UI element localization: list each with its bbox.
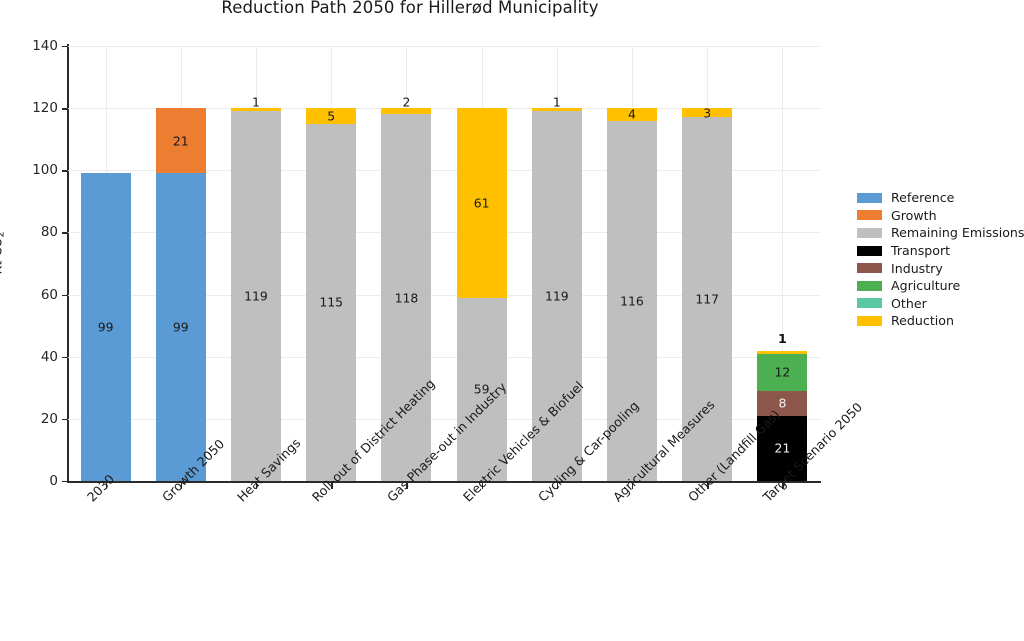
legend-color-swatch — [857, 315, 882, 326]
bar-group[interactable]: 59 61 — [456, 46, 507, 481]
bar-segment[interactable] — [381, 108, 432, 115]
y-axis-tick-label: 140 — [32, 38, 58, 54]
y-axis-tick-mark — [62, 170, 68, 172]
x-axis-tick-mark — [782, 482, 784, 489]
gridline-horizontal — [68, 294, 820, 296]
x-axis-line — [67, 481, 821, 483]
legend-item[interactable]: Agriculture — [857, 277, 1024, 295]
legend-item-label: Reduction — [891, 313, 954, 329]
x-axis-tick-mark — [331, 482, 333, 489]
bar-group[interactable]: 118 2 — [381, 46, 432, 481]
bar-segment[interactable] — [531, 111, 582, 481]
legend-color-swatch — [857, 192, 882, 203]
y-axis-tick-mark — [62, 356, 68, 359]
legend-color-swatch — [857, 210, 882, 221]
legend-item-label: Industry — [891, 260, 943, 276]
legend-item[interactable]: Transport — [857, 242, 1024, 260]
legend-item-label: Remaining Emissions — [891, 225, 1024, 241]
legend-item-label: Agriculture — [891, 278, 961, 294]
bar-segment[interactable] — [155, 108, 206, 174]
y-axis-line — [67, 44, 69, 483]
legend-item-label: Reference — [891, 190, 955, 206]
legend-item[interactable]: Industry — [857, 259, 1024, 277]
y-axis-tick-mark — [62, 481, 68, 483]
legend-item-label: Growth — [891, 207, 937, 223]
bar-segment[interactable] — [682, 108, 733, 118]
bar-segment[interactable] — [306, 108, 357, 124]
bar-group[interactable]: 99 21 — [155, 46, 206, 481]
x-axis-tick-mark — [556, 482, 559, 489]
bar-segment[interactable] — [531, 108, 582, 112]
gridline-horizontal — [68, 170, 820, 172]
y-axis-tick-mark — [62, 46, 68, 48]
legend-color-swatch — [857, 227, 882, 238]
legend-item[interactable]: Other — [857, 295, 1024, 313]
x-axis-tick-mark — [481, 482, 483, 489]
y-axis-tick-mark — [62, 418, 68, 421]
x-axis-tick-mark — [105, 482, 107, 489]
legend-item[interactable]: Remaining Emissions — [857, 224, 1024, 242]
bar-segment[interactable] — [456, 297, 507, 481]
chart-legend: Reference Growth Remaining Emissions Transp… — [857, 189, 1024, 330]
bar-segment[interactable] — [757, 390, 808, 416]
bar-segment[interactable] — [606, 120, 657, 481]
bar-segment[interactable] — [757, 415, 808, 481]
x-axis-tick-mark — [707, 482, 709, 489]
x-axis-tick-mark — [632, 482, 634, 489]
gridline-horizontal — [68, 356, 820, 358]
bar-segment[interactable] — [456, 108, 507, 298]
bar-segment[interactable] — [757, 353, 808, 391]
legend-item-label: Transport — [891, 243, 951, 259]
bar-segment[interactable] — [230, 108, 281, 112]
y-axis-tick-label: 100 — [32, 162, 58, 179]
y-axis-tick-label: 0 — [49, 473, 58, 489]
bar-segment[interactable] — [230, 111, 281, 481]
bar-segment[interactable] — [606, 108, 657, 121]
legend-item[interactable]: Reduction — [857, 312, 1024, 330]
y-axis-tick-mark — [62, 232, 68, 234]
chart-title: Reduction Path 2050 for Hillerød Municip… — [221, 0, 599, 17]
x-axis-tick-mark — [406, 482, 408, 489]
gridline-horizontal — [68, 108, 820, 110]
gridline-horizontal — [68, 232, 820, 234]
bar-group[interactable]: 99 — [80, 46, 131, 481]
bar-group[interactable]: 119 1 — [230, 46, 281, 481]
bar-segment[interactable] — [381, 114, 432, 481]
x-axis-tick-mark — [180, 482, 183, 489]
y-axis-tick-label: 120 — [32, 100, 58, 117]
y-axis-tick-label: 40 — [40, 348, 58, 365]
legend-color-swatch — [857, 280, 882, 291]
bar-segment[interactable] — [80, 173, 131, 481]
y-axis-tick-label: 60 — [40, 286, 58, 303]
y-axis-tick-label: 80 — [40, 224, 58, 241]
bar-segment[interactable] — [306, 123, 357, 481]
legend-color-swatch — [857, 263, 882, 274]
plot-area: 99 99 21 119 1 115 5 118 2 59 61 119 1 116 4 117 3 21 8 12 1 — [68, 46, 820, 481]
gridline-vertical — [782, 46, 784, 481]
bar-group[interactable]: 115 5 — [306, 46, 357, 481]
bar-segment[interactable] — [682, 117, 733, 481]
gridline-horizontal — [68, 418, 820, 420]
legend-color-swatch — [857, 298, 882, 309]
gridline-horizontal — [68, 46, 820, 47]
bar-segment[interactable] — [155, 173, 206, 481]
bar-total-annotation: 1 — [778, 330, 787, 346]
y-axis-tick-label: 20 — [40, 410, 58, 427]
legend-item[interactable]: Growth — [857, 207, 1024, 225]
bar-group[interactable]: 117 3 — [682, 46, 733, 481]
y-axis-title: Kt CO2 — [0, 231, 6, 275]
x-axis-tick-mark — [256, 482, 258, 489]
y-axis-tick-mark — [62, 294, 68, 296]
legend-item[interactable]: Reference — [857, 189, 1024, 207]
legend-color-swatch — [857, 245, 882, 256]
y-axis-tick-mark — [62, 108, 68, 110]
legend-item-label: Other — [891, 295, 927, 311]
bar-segment[interactable] — [757, 350, 808, 354]
